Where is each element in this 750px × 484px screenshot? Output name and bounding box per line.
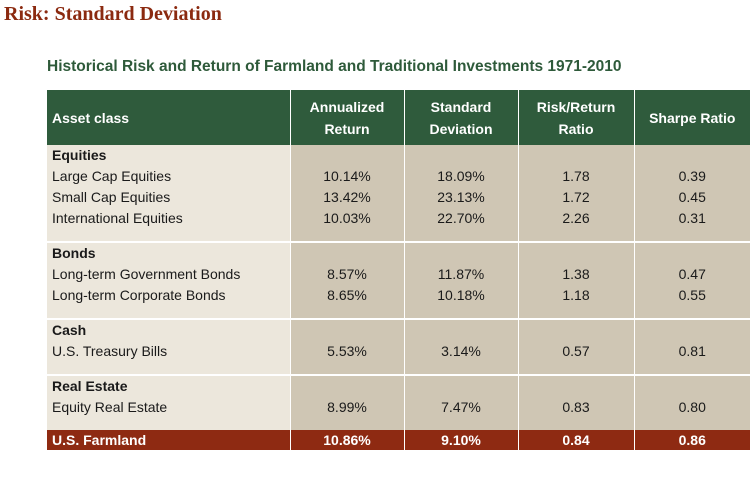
table-row: Large Cap Equities 10.14% 18.09% 1.78 0.…	[47, 166, 750, 187]
annualized-return: 5.53%	[289, 341, 404, 362]
standard-deviation: 18.09%	[403, 166, 518, 187]
table-row: Small Cap Equities 13.42% 23.13% 1.72 0.…	[47, 187, 750, 208]
risk-return-ratio: 0.57	[517, 341, 634, 362]
asset-name: International Equities	[47, 208, 290, 229]
asset-name: U.S. Farmland	[47, 430, 290, 450]
risk-return-ratio: 1.38	[517, 264, 634, 285]
asset-name: Large Cap Equities	[47, 166, 290, 187]
farmland-row: U.S. Farmland 10.86% 9.10% 0.84 0.86	[47, 430, 750, 450]
sharpe-ratio: 0.55	[633, 285, 750, 306]
risk-return-ratio: 1.18	[517, 285, 634, 306]
standard-deviation: 11.87%	[403, 264, 518, 285]
group-divider	[47, 241, 750, 243]
risk-return-ratio: 2.26	[517, 208, 634, 229]
table-row: International Equities 10.03% 22.70% 2.2…	[47, 208, 750, 229]
asset-name: U.S. Treasury Bills	[47, 341, 290, 362]
table-header-row: Asset class Annualized Return Standard D…	[47, 90, 750, 145]
sharpe-ratio: 0.81	[633, 341, 750, 362]
standard-deviation: 3.14%	[403, 341, 518, 362]
group-spacer	[47, 306, 750, 318]
group-real-estate: Real Estate	[47, 376, 750, 397]
annualized-return: 10.14%	[289, 166, 404, 187]
table-row: Equity Real Estate 8.99% 7.47% 0.83 0.80	[47, 397, 750, 418]
standard-deviation: 9.10%	[403, 430, 518, 450]
risk-return-table: Asset class Annualized Return Standard D…	[47, 90, 750, 450]
standard-deviation: 10.18%	[403, 285, 518, 306]
risk-return-ratio: 0.84	[517, 430, 634, 450]
sharpe-ratio: 0.86	[633, 430, 750, 450]
header-standard-deviation: Standard Deviation	[403, 90, 518, 145]
group-label: Bonds	[47, 243, 290, 264]
annualized-return: 13.42%	[289, 187, 404, 208]
annualized-return: 8.99%	[289, 397, 404, 418]
group-spacer	[47, 418, 750, 430]
sharpe-ratio: 0.31	[633, 208, 750, 229]
header-risk-return-ratio: Risk/Return Ratio	[517, 90, 634, 145]
annualized-return: 10.86%	[289, 430, 404, 450]
asset-name: Small Cap Equities	[47, 187, 290, 208]
standard-deviation: 7.47%	[403, 397, 518, 418]
risk-return-ratio: 0.83	[517, 397, 634, 418]
asset-name: Long-term Government Bonds	[47, 264, 290, 285]
header-asset-class: Asset class	[47, 90, 290, 145]
sharpe-ratio: 0.45	[633, 187, 750, 208]
group-spacer	[47, 362, 750, 374]
annualized-return: 10.03%	[289, 208, 404, 229]
group-equities: Equities	[47, 145, 750, 166]
group-bonds: Bonds	[47, 243, 750, 264]
group-label: Equities	[47, 145, 290, 166]
standard-deviation: 22.70%	[403, 208, 518, 229]
table-subtitle: Historical Risk and Return of Farmland a…	[47, 58, 622, 75]
group-divider	[47, 374, 750, 376]
sharpe-ratio: 0.39	[633, 166, 750, 187]
group-divider	[47, 318, 750, 320]
asset-name: Equity Real Estate	[47, 397, 290, 418]
page-title: Risk: Standard Deviation	[4, 3, 222, 25]
annualized-return: 8.65%	[289, 285, 404, 306]
annualized-return: 8.57%	[289, 264, 404, 285]
group-spacer	[47, 229, 750, 241]
risk-return-ratio: 1.78	[517, 166, 634, 187]
risk-return-ratio: 1.72	[517, 187, 634, 208]
sharpe-ratio: 0.47	[633, 264, 750, 285]
asset-name: Long-term Corporate Bonds	[47, 285, 290, 306]
group-cash: Cash	[47, 320, 750, 341]
table-row: Long-term Corporate Bonds 8.65% 10.18% 1…	[47, 285, 750, 306]
table-row: Long-term Government Bonds 8.57% 11.87% …	[47, 264, 750, 285]
header-sharpe-ratio: Sharpe Ratio	[633, 90, 750, 145]
standard-deviation: 23.13%	[403, 187, 518, 208]
group-label: Cash	[47, 320, 290, 341]
group-label: Real Estate	[47, 376, 290, 397]
header-annualized-return: Annualized Return	[289, 90, 404, 145]
sharpe-ratio: 0.80	[633, 397, 750, 418]
table-row: U.S. Treasury Bills 5.53% 3.14% 0.57 0.8…	[47, 341, 750, 362]
